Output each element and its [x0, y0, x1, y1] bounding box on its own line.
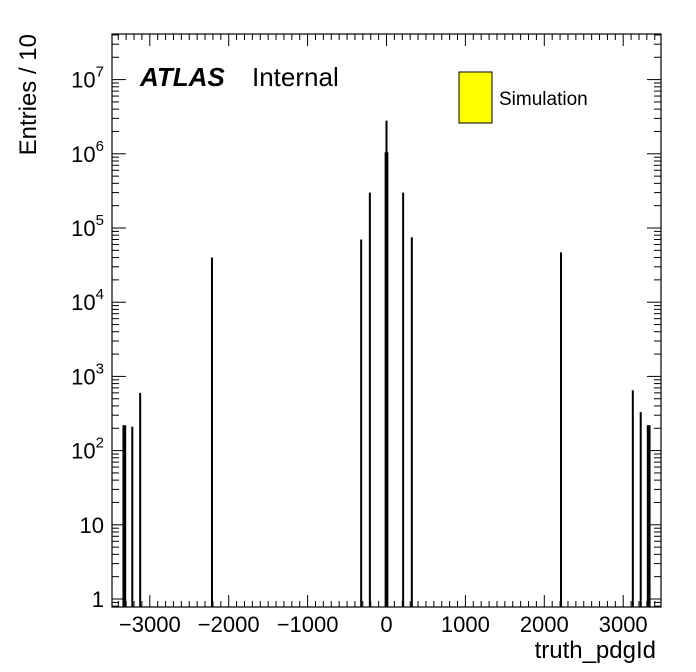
y-tick-labels: 1 10 102 103 104 105 106 107	[71, 64, 104, 612]
y-tick-label: 104	[71, 286, 104, 315]
y-tick-label: 10	[80, 513, 104, 538]
x-tick-label: 3000	[599, 612, 648, 637]
x-tick-label: −2000	[198, 612, 260, 637]
x-tick-label: 1000	[441, 612, 490, 637]
internal-label: Internal	[252, 62, 339, 92]
y-tick-label: 107	[71, 64, 104, 93]
legend-label: Simulation	[499, 89, 588, 110]
y-tick-label: 1	[92, 587, 104, 612]
x-tick-label: −3000	[119, 612, 181, 637]
y-tick-label: 105	[71, 212, 104, 241]
legend-swatch	[458, 71, 493, 124]
x-axis-title: truth_pdgId	[535, 637, 656, 664]
x-tick-label: 2000	[520, 612, 569, 637]
y-tick-label: 106	[71, 138, 104, 167]
axis-ticks	[112, 34, 661, 607]
atlas-label: ATLAS	[139, 62, 225, 92]
y-axis-title: Entries / 10	[15, 34, 42, 155]
y-tick-label: 103	[71, 360, 104, 389]
y-tick-label: 102	[71, 435, 104, 464]
x-tick-label: −1000	[277, 612, 339, 637]
legend: Simulation	[458, 71, 588, 124]
x-tick-label: 0	[380, 612, 392, 637]
x-tick-labels: −3000 −2000 −1000 0 1000 2000 3000	[119, 612, 648, 637]
histogram-bars	[122, 120, 651, 607]
